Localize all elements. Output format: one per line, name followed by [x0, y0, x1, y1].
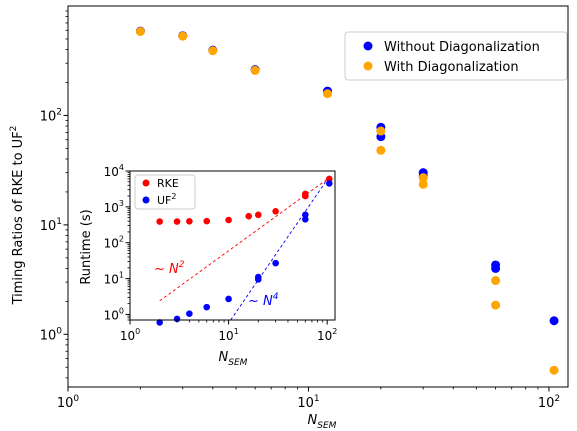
reference-line-n4 [230, 176, 330, 321]
legend-label-with-diag: With Diagonalization [384, 60, 519, 75]
inset-y-tick-label: 102 [104, 235, 124, 251]
point-with-diag [549, 365, 559, 375]
point-with-diag [135, 26, 145, 36]
main-x-tick-label: 101 [297, 394, 319, 411]
main-ticks: 100 101 102 100 101 102 [40, 10, 560, 411]
inset-y-tick-label: 104 [104, 163, 124, 179]
inset-y-axis-title: Runtime (s) [79, 209, 94, 284]
inset-point-uf2 [203, 303, 211, 311]
main-y-tick-label: 100 [40, 326, 63, 343]
inset-data-points [156, 175, 333, 326]
inset-x-tick-label: 102 [317, 327, 337, 343]
point-with-diag [208, 46, 218, 56]
annotation-n2: ~ N2 [154, 260, 185, 277]
inset-point-rke [156, 218, 163, 225]
point-without-diag [549, 316, 559, 326]
inset-point-rke [203, 217, 211, 225]
main-x-axis-title: NSEM [308, 413, 337, 431]
inset-x-axis-title: NSEM [219, 350, 248, 368]
inset-point-uf2 [272, 259, 279, 267]
annotation-n4: ~ N4 [248, 292, 279, 309]
main-data-points [135, 26, 559, 375]
main-axes-frame [67, 5, 569, 388]
inset-point-uf2 [225, 295, 232, 303]
inset-point-rke [272, 208, 279, 215]
point-with-diag [491, 276, 501, 286]
inset-point-uf2 [186, 310, 193, 317]
point-without-diag [491, 263, 501, 273]
inset-legend: RKE UF2 [134, 174, 196, 210]
inset-point-uf2 [325, 180, 333, 187]
inset-legend-label-rke: RKE [157, 177, 179, 190]
inset-y-tick-label: 100 [104, 306, 124, 322]
point-with-diag [491, 300, 501, 310]
legend-label-without-diag: Without Diagonalization [384, 40, 540, 55]
inset-point-uf2 [254, 273, 262, 281]
reference-line-n2 [159, 177, 330, 302]
point-with-diag [418, 173, 428, 183]
main-y-axis-title-sup: 2 [9, 126, 19, 132]
point-with-diag [376, 145, 386, 155]
inset-point-rke [245, 212, 253, 220]
main-x-tick-label: 100 [57, 394, 80, 411]
inset-x-axis-title-base: N [219, 350, 229, 365]
inset-point-rke [173, 218, 181, 225]
main-x-axis-title-base: N [308, 413, 318, 428]
main-y-axis-title-text: Timing Ratios of RKE to UF [11, 131, 26, 305]
inset-point-uf2 [302, 211, 309, 219]
point-with-diag [323, 89, 333, 99]
inset-point-uf2 [173, 315, 181, 323]
main-x-axis-title-sub: SEM [317, 421, 336, 431]
main-legend: Without Diagonalization With Diagonaliza… [344, 31, 568, 81]
main-y-axis-title: Timing Ratios of RKE to UF2 [9, 126, 26, 306]
inset-chart: 100 101 102 100 101 102 103 104 NSEM Runtime (s… [79, 163, 337, 368]
inset-legend-label-uf2: UF2 [157, 192, 176, 207]
inset-legend-marker-rke [142, 179, 150, 187]
inset-ticks: 100 101 102 100 101 102 103 104 [104, 163, 338, 343]
inset-point-rke [302, 190, 309, 198]
main-axes-border [67, 5, 569, 388]
point-with-diag [250, 65, 260, 75]
inset-x-tick-label: 100 [120, 327, 140, 343]
main-y-tick-label: 102 [40, 107, 62, 124]
inset-x-tick-label: 101 [218, 327, 238, 343]
legend-marker-without-diag [363, 41, 373, 51]
inset-point-rke [254, 211, 262, 219]
point-with-diag [178, 31, 188, 41]
inset-x-axis-title-sub: SEM [228, 358, 247, 368]
inset-legend-box [134, 174, 196, 210]
point-with-diag [376, 126, 386, 136]
point-with-diag [418, 179, 428, 189]
inset-y-tick-label: 101 [104, 271, 124, 287]
inset-y-tick-label: 103 [104, 199, 124, 215]
inset-axes-frame [129, 170, 336, 321]
main-y-tick-label: 101 [40, 217, 62, 234]
legend-marker-with-diag [363, 61, 373, 71]
inset-reference-lines [159, 176, 330, 321]
inset-point-rke [186, 218, 193, 225]
main-x-tick-label: 102 [538, 394, 560, 411]
inset-point-rke [225, 216, 232, 224]
inset-legend-marker-uf2 [142, 196, 150, 204]
main-legend-box [344, 31, 568, 81]
